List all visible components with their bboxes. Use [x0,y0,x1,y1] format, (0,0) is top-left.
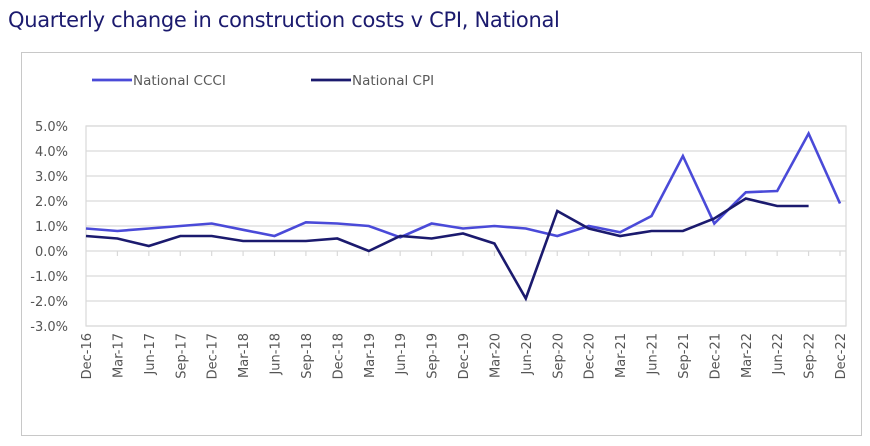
x-tick-label: Jun-20 [520,333,535,376]
x-tick-label: Dec-18 [331,333,346,379]
y-tick-label: -1.0% [30,270,68,285]
y-tick-label: 4.0% [35,145,68,160]
x-tick-label: Mar-21 [614,333,629,378]
x-tick-label: Dec-21 [708,333,723,379]
x-tick-label: Mar-22 [740,333,755,378]
y-tick-label: 2.0% [35,195,68,210]
x-tick-label: Jun-21 [646,333,661,376]
y-tick-label: 5.0% [35,120,68,135]
legend: National CCCI National CPI [92,73,434,89]
y-tick-label: -2.0% [30,295,68,310]
series-line-national-ccci [85,130,842,239]
y-tick-label: 1.0% [35,220,68,235]
x-tick-label: Jun-22 [771,333,786,376]
x-tick-label: Mar-18 [237,333,252,378]
x-tick-label: Sep-21 [677,333,692,379]
y-tick-label: 0.0% [35,245,68,260]
x-tick-label: Sep-19 [426,333,441,379]
gridlines [85,125,847,327]
x-tick-label: Sep-22 [803,333,818,379]
series-lines [85,130,842,302]
x-tick-label: Dec-16 [80,333,95,379]
chart-frame [21,52,862,436]
x-tick-label: Sep-17 [174,333,189,379]
x-tick-label: Mar-17 [111,333,126,378]
chart-title: Quarterly change in construction costs v… [8,8,560,32]
x-axis-ticks: Dec-16 Mar-17 Jun-17 Sep-17 Dec-17 Mar-18 Jun-… [80,251,849,379]
x-tick-label: Mar-19 [363,333,378,378]
x-tick-label: Sep-20 [551,333,566,379]
x-tick-label: Mar-20 [488,333,503,378]
x-tick-label: Dec-19 [457,333,472,379]
y-tick-label: 3.0% [35,170,68,185]
x-tick-label: Dec-20 [583,333,598,379]
legend-label: National CCCI [133,73,226,89]
x-tick-label: Jun-17 [143,333,158,376]
y-axis-ticks: 5.0% 4.0% 3.0% 2.0% 1.0% 0.0% -1.0% -2.0% -3.0% [30,120,68,335]
x-tick-label: Sep-18 [300,333,315,379]
legend-label: National CPI [352,73,434,89]
x-tick-label: Jun-18 [269,333,284,376]
x-tick-label: Jun-19 [394,333,409,376]
series-line-national-cpi [85,197,809,302]
legend-item: National CCCI [92,73,226,89]
x-tick-label: Dec-22 [834,333,849,379]
legend-item: National CPI [311,73,434,89]
y-tick-label: -3.0% [30,320,68,335]
x-tick-label: Dec-17 [206,333,221,379]
